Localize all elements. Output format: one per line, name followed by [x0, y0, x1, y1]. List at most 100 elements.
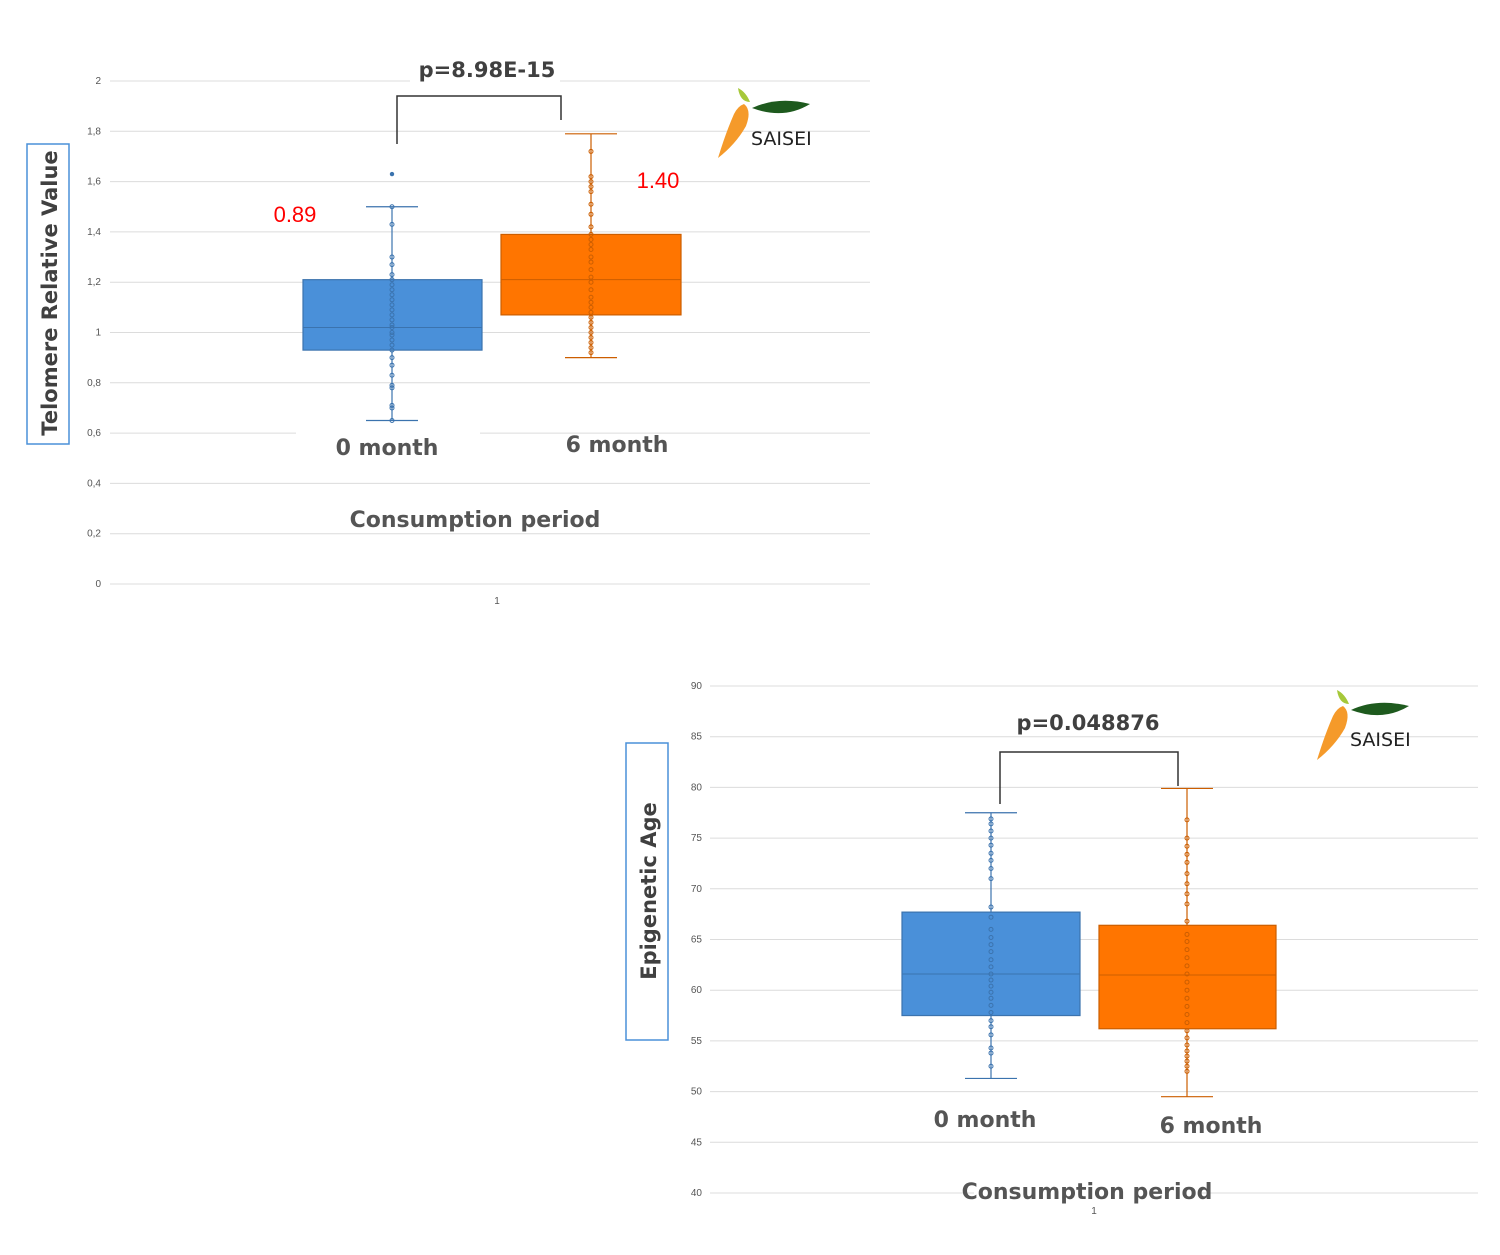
- chart-2-series-0-data-point: [988, 835, 994, 841]
- chart-1-series-1-data-point: [588, 189, 594, 195]
- chart-2-series-1-data-point: [1184, 1068, 1190, 1074]
- chart-1-y-tick-label: 0,4: [87, 478, 101, 489]
- chart-1-series-0-data-point: [389, 277, 395, 283]
- chart-1-series-1-data-point: [588, 319, 594, 325]
- chart-1-pvalue-label: p=8.98E-15: [419, 58, 556, 82]
- chart-1-series-0-data-point: [389, 355, 395, 361]
- chart-2-y-ticks: 40 45 50 55 60 65 70 75 80 85 90: [691, 681, 703, 1199]
- chart-1-series-1-data-point: [588, 241, 594, 247]
- chart-1-series-0-data-point: [389, 302, 395, 308]
- chart-2-series-1-data-point: [1184, 971, 1190, 977]
- chart-1-series-0-box: [302, 279, 483, 351]
- chart-2-series-0-data-point: [988, 1024, 994, 1030]
- chart-2-series-0-data-point: [988, 876, 994, 882]
- chart-1-series-0-data-point: [389, 372, 395, 378]
- chart-2-y-tick-label: 85: [691, 732, 703, 743]
- chart-1-x-category-tick: 1: [494, 596, 500, 607]
- chart-2-series-0-data-point: [988, 1018, 994, 1024]
- chart-2-series-0-data-point: [988, 1050, 994, 1056]
- chart-2-series-0-data-point: [988, 989, 994, 995]
- chart-2-series-0-data-point: [988, 850, 994, 856]
- chart-2-y-tick-label: 40: [691, 1188, 703, 1199]
- chart-1-series-0-data-point: [389, 405, 395, 411]
- chart-2-series-0-data-point: [988, 828, 994, 834]
- chart-2-series-1-data-point: [1184, 851, 1190, 857]
- chart-1-series-0-data-point: [389, 262, 395, 268]
- chart-2-series-1-data-point: [1184, 987, 1190, 993]
- chart-2-series-1-data-point: [1184, 1053, 1190, 1059]
- chart-2: 40 45 50 55 60 65 70 75 80 85 90 Epigenetic Age 0 …: [625, 681, 1478, 1217]
- chart-2-series-1-data-point: [1184, 918, 1190, 924]
- chart-2-x-category-tick: 1: [1091, 1206, 1097, 1217]
- chart-1-significance-bracket: [396, 95, 562, 144]
- chart-2-series-1-box: [1098, 924, 1277, 1030]
- chart-1-series-1-data-point: [588, 274, 594, 280]
- chart-2-series-0-data-point: [988, 971, 994, 977]
- chart-1-series-0-outlier: [389, 171, 395, 177]
- chart-2-saisei-logo: SAISEI: [1317, 690, 1411, 760]
- chart-2-series-0-data-point: [988, 926, 994, 932]
- chart-1-series-1-data-point: [588, 330, 594, 335]
- chart-2-series-0-data-point: [988, 1002, 994, 1008]
- chart-1-y-tick-label: 0,2: [87, 529, 101, 540]
- chart-1-series-1-data-point: [588, 279, 594, 285]
- chart-1-series-1-data-point: [588, 148, 594, 154]
- chart-2-category-label-6-month: 6 month: [1160, 1114, 1263, 1139]
- chart-2-x-axis-title-bg: [974, 1176, 1200, 1204]
- chart-1-category-label-bg: [296, 427, 480, 463]
- chart-2-y-tick-label: 65: [691, 935, 703, 946]
- chart-2-series-1-data-point: [1184, 891, 1190, 897]
- chart-2-series-1-data-point: [1184, 1020, 1190, 1026]
- chart-1-series-1-data-point: [588, 254, 594, 260]
- chart-2-series-1-data-point: [1184, 955, 1190, 961]
- chart-2-series-1-data-point: [1184, 1035, 1190, 1041]
- chart-1-series-1-data-point: [588, 304, 594, 310]
- chart-2-series-0-data-point: [988, 942, 994, 948]
- chart-1-series-1-data-point: [588, 324, 594, 330]
- chart-2-y-tick-label: 60: [691, 985, 703, 996]
- chart-1-y-ticks: 0 0,2 0,4 0,6 0,8 1 1,2 1,4 1,6 1,8 2: [87, 76, 101, 590]
- chart-1-series-0-data-point: [389, 317, 395, 323]
- logo-carrot-icon: [1317, 706, 1348, 760]
- chart-1-series-0-data-point: [389, 324, 395, 330]
- chart-2-series-1-data-point: [1184, 995, 1190, 1001]
- chart-2-x-axis-title: Consumption period: [962, 1180, 1213, 1205]
- chart-1-y-tick-label: 0,8: [87, 378, 101, 389]
- chart-2-series-1-data-point: [1184, 901, 1190, 907]
- chart-1-series-1-data-point: [588, 174, 594, 180]
- chart-2-series-1-data-point: [1184, 931, 1190, 937]
- chart-2-gridlines: [710, 685, 1478, 1194]
- chart-2-y-tick-label: 45: [691, 1137, 703, 1148]
- chart-1-series-0-data-point: [389, 330, 395, 335]
- chart-1-y-axis-label-frame: [26, 143, 70, 445]
- chart-2-series-0-data-point: [988, 1063, 994, 1069]
- chart-1-y-tick-label: 1,8: [87, 126, 101, 137]
- chart-1-series-0-data-point: [389, 322, 395, 328]
- chart-1-series-1-data-point: [588, 224, 594, 230]
- chart-2-series-0-data-point: [988, 816, 994, 822]
- chart-2-series-1-data-point: [1184, 963, 1190, 969]
- chart-1-series-1-data-point: [588, 335, 594, 341]
- chart-1-series-0-data-point: [389, 254, 395, 260]
- chart-2-y-tick-label: 80: [691, 782, 703, 793]
- chart-1-series-0-data-point: [389, 204, 395, 210]
- logo-leaf-light-icon: [738, 88, 750, 102]
- chart-2-pvalue-bg: [1012, 708, 1164, 736]
- chart-1-series-0-data-point: [389, 385, 395, 391]
- chart-2-series-1-data-point: [1184, 859, 1190, 865]
- chart-2-y-tick-label: 50: [691, 1087, 703, 1098]
- chart-1-series-0-data-point: [389, 307, 395, 313]
- chart-2-series-0-data-point: [988, 934, 994, 940]
- chart-2-series-0-data-point: [988, 904, 994, 910]
- chart-1-series-1-data-point: [588, 299, 594, 305]
- chart-2-y-tick-label: 75: [691, 833, 703, 844]
- chart-2-logo-text: SAISEI: [1350, 729, 1411, 751]
- chart-1-series-0-data-point: [389, 282, 395, 288]
- chart-2-series-1-data-point: [1184, 1048, 1190, 1054]
- chart-1-y-axis-label: Telomere Relative Value: [38, 150, 62, 435]
- chart-2-series-1-data-point: [1184, 1028, 1190, 1034]
- chart-2-series-0-data-point: [988, 842, 994, 848]
- chart-1-series-1-data-point: [588, 179, 594, 185]
- chart-1-series-1-data-point: [588, 236, 594, 242]
